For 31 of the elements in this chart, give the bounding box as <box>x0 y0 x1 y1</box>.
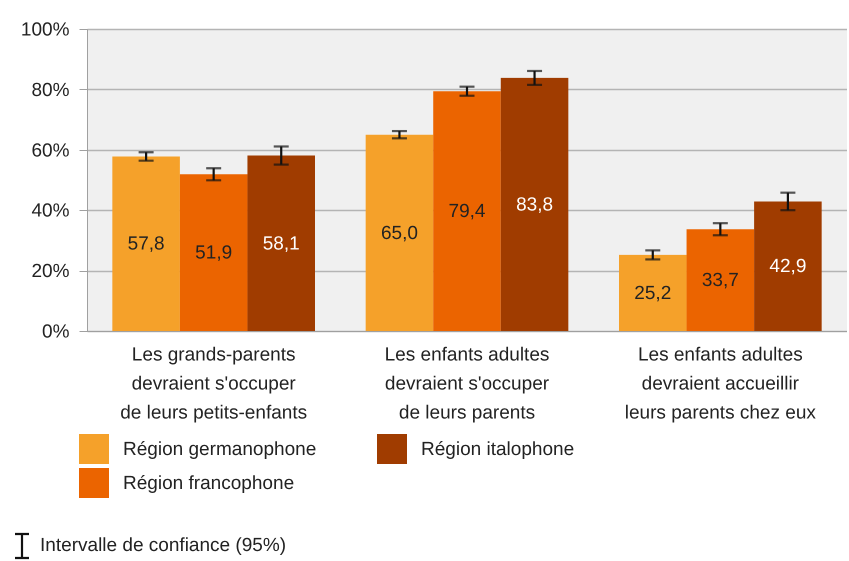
data-label: 79,4 <box>448 201 486 222</box>
data-label: 33,7 <box>702 270 739 292</box>
data-label: 65,0 <box>380 222 418 244</box>
data-label: 57,8 <box>128 234 165 255</box>
y-tick-label: 80% <box>31 80 70 101</box>
legend-label: Région francophone <box>123 473 294 494</box>
bar <box>366 134 434 331</box>
y-tick-label: 20% <box>31 261 70 282</box>
bar <box>500 78 568 331</box>
bar <box>433 91 501 331</box>
bar <box>686 229 754 331</box>
legend-label: Région italophone <box>421 439 574 460</box>
y-tick-label: 100% <box>20 20 70 40</box>
data-label: 83,8 <box>516 194 554 216</box>
bar <box>112 156 180 331</box>
data-label: 51,9 <box>195 242 232 264</box>
data-label: 25,2 <box>634 282 672 304</box>
bar <box>754 201 822 331</box>
y-tick-label: 60% <box>31 140 70 162</box>
legend-label: Région germanophone <box>123 439 316 460</box>
bar <box>247 156 315 331</box>
x-tick-label: Les enfants adultes devraient s'occuper de leurs parents <box>384 344 550 424</box>
bar <box>180 174 248 331</box>
x-tick-label: Les enfants adultes devraient accueillir leurs parents chez eux <box>624 344 816 424</box>
y-tick-label: 40% <box>31 200 70 222</box>
text: Intervalle de confiance (95%) <box>40 535 286 557</box>
data-label: 58,1 <box>262 233 300 254</box>
x-tick-label: Les grands-parents devraient s'occuper de leurs petits-enfants <box>120 344 308 424</box>
data-label: 42,9 <box>769 256 806 278</box>
y-tick-label: 0% <box>42 322 70 342</box>
bar <box>619 254 687 331</box>
